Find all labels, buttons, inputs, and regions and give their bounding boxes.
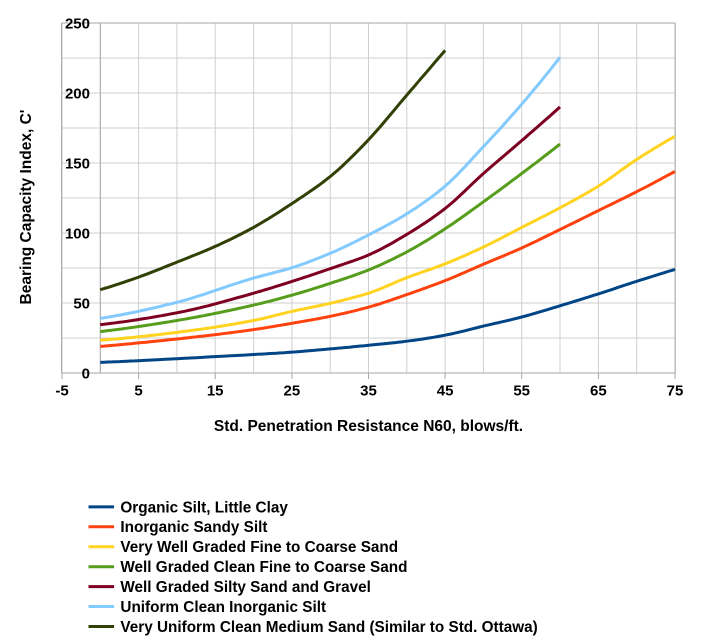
svg-text:65: 65 — [590, 383, 607, 400]
svg-text:15: 15 — [207, 383, 224, 400]
svg-text:200: 200 — [65, 85, 90, 102]
svg-text:150: 150 — [65, 155, 90, 172]
svg-text:50: 50 — [73, 295, 90, 312]
svg-text:Well Graded Silty Sand and Gra: Well Graded Silty Sand and Gravel — [120, 579, 371, 596]
svg-text:75: 75 — [667, 383, 684, 400]
svg-text:Std. Penetration Resistance N6: Std. Penetration Resistance N60, blows/f… — [214, 418, 523, 435]
svg-text:Bearing Capacity Index, C': Bearing Capacity Index, C' — [18, 110, 35, 305]
svg-text:Very Uniform Clean Medium Sand: Very Uniform Clean Medium Sand (Similar … — [120, 619, 537, 636]
svg-text:25: 25 — [284, 383, 301, 400]
svg-text:Organic Silt, Little Clay: Organic Silt, Little Clay — [120, 499, 288, 516]
svg-text:Well Graded Clean Fine to Coar: Well Graded Clean Fine to Coarse Sand — [120, 559, 407, 576]
svg-text:55: 55 — [513, 383, 530, 400]
svg-text:0: 0 — [82, 365, 90, 382]
svg-text:100: 100 — [65, 225, 90, 242]
svg-text:35: 35 — [360, 383, 377, 400]
svg-text:Inorganic Sandy Silt: Inorganic Sandy Silt — [120, 519, 267, 536]
svg-text:45: 45 — [437, 383, 454, 400]
svg-text:Very Well Graded Fine to Coars: Very Well Graded Fine to Coarse Sand — [120, 539, 398, 556]
svg-text:-5: -5 — [55, 383, 68, 400]
svg-text:250: 250 — [65, 15, 90, 32]
svg-text:5: 5 — [134, 383, 142, 400]
svg-text:Uniform Clean Inorganic Silt: Uniform Clean Inorganic Silt — [120, 599, 326, 616]
